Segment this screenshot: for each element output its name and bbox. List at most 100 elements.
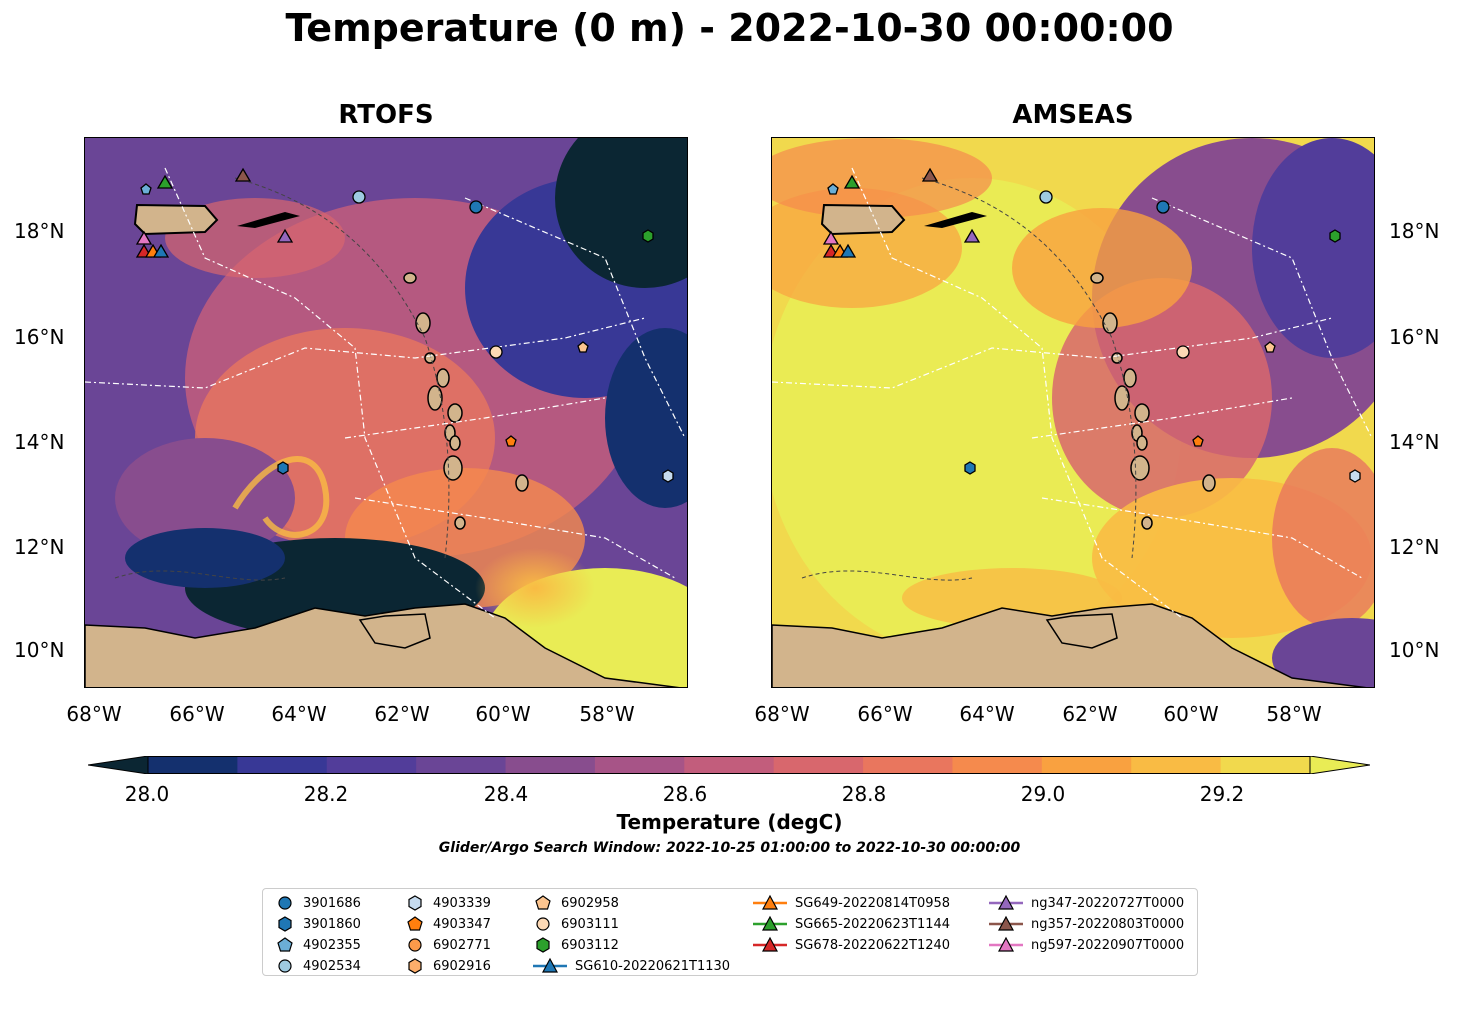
legend-label: SG649-20220814T0958 (795, 895, 951, 911)
legend-label: 6903112 (561, 937, 619, 953)
legend-entry: 6903112 (533, 935, 619, 955)
legend-marker-icon (408, 958, 422, 974)
legend-entry: 6903111 (533, 914, 619, 934)
legend-label: SG610-20220621T1130 (575, 958, 731, 974)
lon-label-64w-amseas: 64°W (959, 702, 1015, 726)
colorbar-tick: 29.0 (1020, 782, 1066, 806)
legend-marker-icon (989, 915, 1023, 931)
colorbar-segment (1041, 756, 1132, 774)
colorbar-tick: 28.6 (662, 782, 708, 806)
colorbar-extend-high (1309, 756, 1370, 774)
legend-marker-icon (408, 938, 422, 952)
lat-label-14n-right: 14°N (1389, 430, 1440, 454)
legend-entry: SG678-20220622T1240 (753, 935, 950, 955)
legend-entry: 4902355 (275, 935, 361, 955)
legend-label: 6903111 (561, 916, 619, 932)
legend-label: ng597-20220907T0000 (1031, 937, 1185, 953)
colorbar-label: Temperature (degC) (616, 810, 843, 834)
legend: 3901686 3901860 4902355 4902534 4903339 49033… (262, 888, 1198, 976)
lon-label-60w-rtofs: 60°W (475, 702, 531, 726)
legend-label: SG665-20220623T1144 (795, 916, 951, 932)
search-window-text: Glider/Argo Search Window: 2022-10-25 01… (438, 840, 1021, 856)
legend-marker-icon (533, 957, 567, 973)
colorbar-tick: 29.2 (1199, 782, 1245, 806)
legend-marker-icon (753, 894, 787, 910)
legend-entry: ng597-20220907T0000 (989, 935, 1184, 955)
lat-label-10n-right: 10°N (1389, 638, 1440, 662)
colorbar-segment (863, 756, 953, 774)
colorbar-segment (326, 756, 417, 774)
colorbar-segment (594, 756, 685, 774)
legend-label: SG678-20220622T1240 (795, 937, 951, 953)
legend-entry: 4902534 (275, 956, 361, 976)
panel-title-amseas: AMSEAS (1012, 100, 1134, 130)
lon-label-62w-amseas: 62°W (1062, 702, 1118, 726)
legend-marker-icon (277, 937, 293, 952)
legend-label: 4902534 (303, 958, 361, 974)
colorbar-segment (773, 756, 864, 774)
legend-marker-icon (989, 894, 1023, 910)
lat-label-18n-right: 18°N (1389, 219, 1440, 243)
colorbar-tick: 28.0 (124, 782, 170, 806)
legend-marker-icon (278, 959, 292, 973)
legend-entry: 3901860 (275, 914, 361, 934)
legend-entry: 4903339 (405, 893, 491, 913)
legend-label: 4903347 (433, 916, 491, 932)
legend-entry: 6902771 (405, 935, 491, 955)
legend-label: 6902958 (561, 895, 619, 911)
legend-label: 4903339 (433, 895, 491, 911)
colorbar-tick: 28.8 (841, 782, 887, 806)
lat-label-12n-right: 12°N (1389, 535, 1440, 559)
map-rtofs[interactable] (84, 137, 688, 688)
map-amseas[interactable] (771, 137, 1375, 688)
legend-marker-icon (407, 916, 423, 931)
legend-marker-icon (753, 915, 787, 931)
colorbar-tick: 28.4 (483, 782, 529, 806)
colorbar-extend-low (88, 756, 149, 774)
lon-label-58w-rtofs: 58°W (579, 702, 635, 726)
legend-marker-icon (535, 895, 551, 910)
legend-entry: 6902958 (533, 893, 619, 913)
colorbar-segment (684, 756, 775, 774)
legend-label: 3901686 (303, 895, 361, 911)
legend-label: 6902771 (433, 937, 491, 953)
lon-label-58w-amseas: 58°W (1266, 702, 1322, 726)
lon-label-60w-amseas: 60°W (1163, 702, 1219, 726)
legend-entry: SG665-20220623T1144 (753, 914, 950, 934)
colorbar-tick: 28.2 (303, 782, 349, 806)
lat-label-10n-left: 10°N (14, 638, 65, 662)
legend-entry: ng357-20220803T0000 (989, 914, 1184, 934)
lat-label-14n-left: 14°N (14, 430, 65, 454)
colorbar-segment (237, 756, 328, 774)
legend-marker-icon (408, 895, 422, 911)
lon-label-66w-rtofs: 66°W (169, 702, 225, 726)
colorbar (88, 756, 1370, 774)
lon-label-64w-rtofs: 64°W (271, 702, 327, 726)
legend-label: 3901860 (303, 916, 361, 932)
legend-marker-icon (278, 916, 292, 932)
colorbar-segment (416, 756, 507, 774)
lon-label-68w-amseas: 68°W (754, 702, 810, 726)
colorbar-segment (505, 756, 596, 774)
legend-marker-icon (278, 896, 292, 910)
legend-entry: 4903347 (405, 914, 491, 934)
lat-label-12n-left: 12°N (14, 535, 65, 559)
legend-marker-icon (536, 917, 550, 931)
lon-label-66w-amseas: 66°W (857, 702, 913, 726)
legend-marker-icon (989, 936, 1023, 952)
colorbar-segment (952, 756, 1043, 774)
lat-label-18n-left: 18°N (14, 219, 65, 243)
legend-entry: 6902916 (405, 956, 491, 976)
colorbar-segment (1131, 756, 1222, 774)
lat-label-16n-right: 16°N (1389, 325, 1440, 349)
legend-entry: SG649-20220814T0958 (753, 893, 950, 913)
legend-marker-icon (753, 936, 787, 952)
legend-label: ng347-20220727T0000 (1031, 895, 1185, 911)
legend-entry: ng347-20220727T0000 (989, 893, 1184, 913)
legend-label: 6902916 (433, 958, 491, 974)
lat-label-16n-left: 16°N (14, 325, 65, 349)
colorbar-segment (1220, 756, 1311, 774)
panel-title-rtofs: RTOFS (338, 100, 434, 130)
legend-label: ng357-20220803T0000 (1031, 916, 1185, 932)
legend-label: 4902355 (303, 937, 361, 953)
